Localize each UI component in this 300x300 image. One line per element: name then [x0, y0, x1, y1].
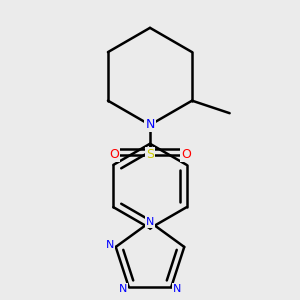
Text: N: N	[106, 240, 114, 250]
Text: O: O	[181, 148, 191, 161]
Text: N: N	[172, 284, 181, 294]
Text: N: N	[145, 118, 155, 131]
Text: N: N	[146, 217, 154, 227]
Text: S: S	[146, 148, 154, 161]
Text: O: O	[109, 148, 119, 161]
Text: N: N	[119, 284, 128, 294]
